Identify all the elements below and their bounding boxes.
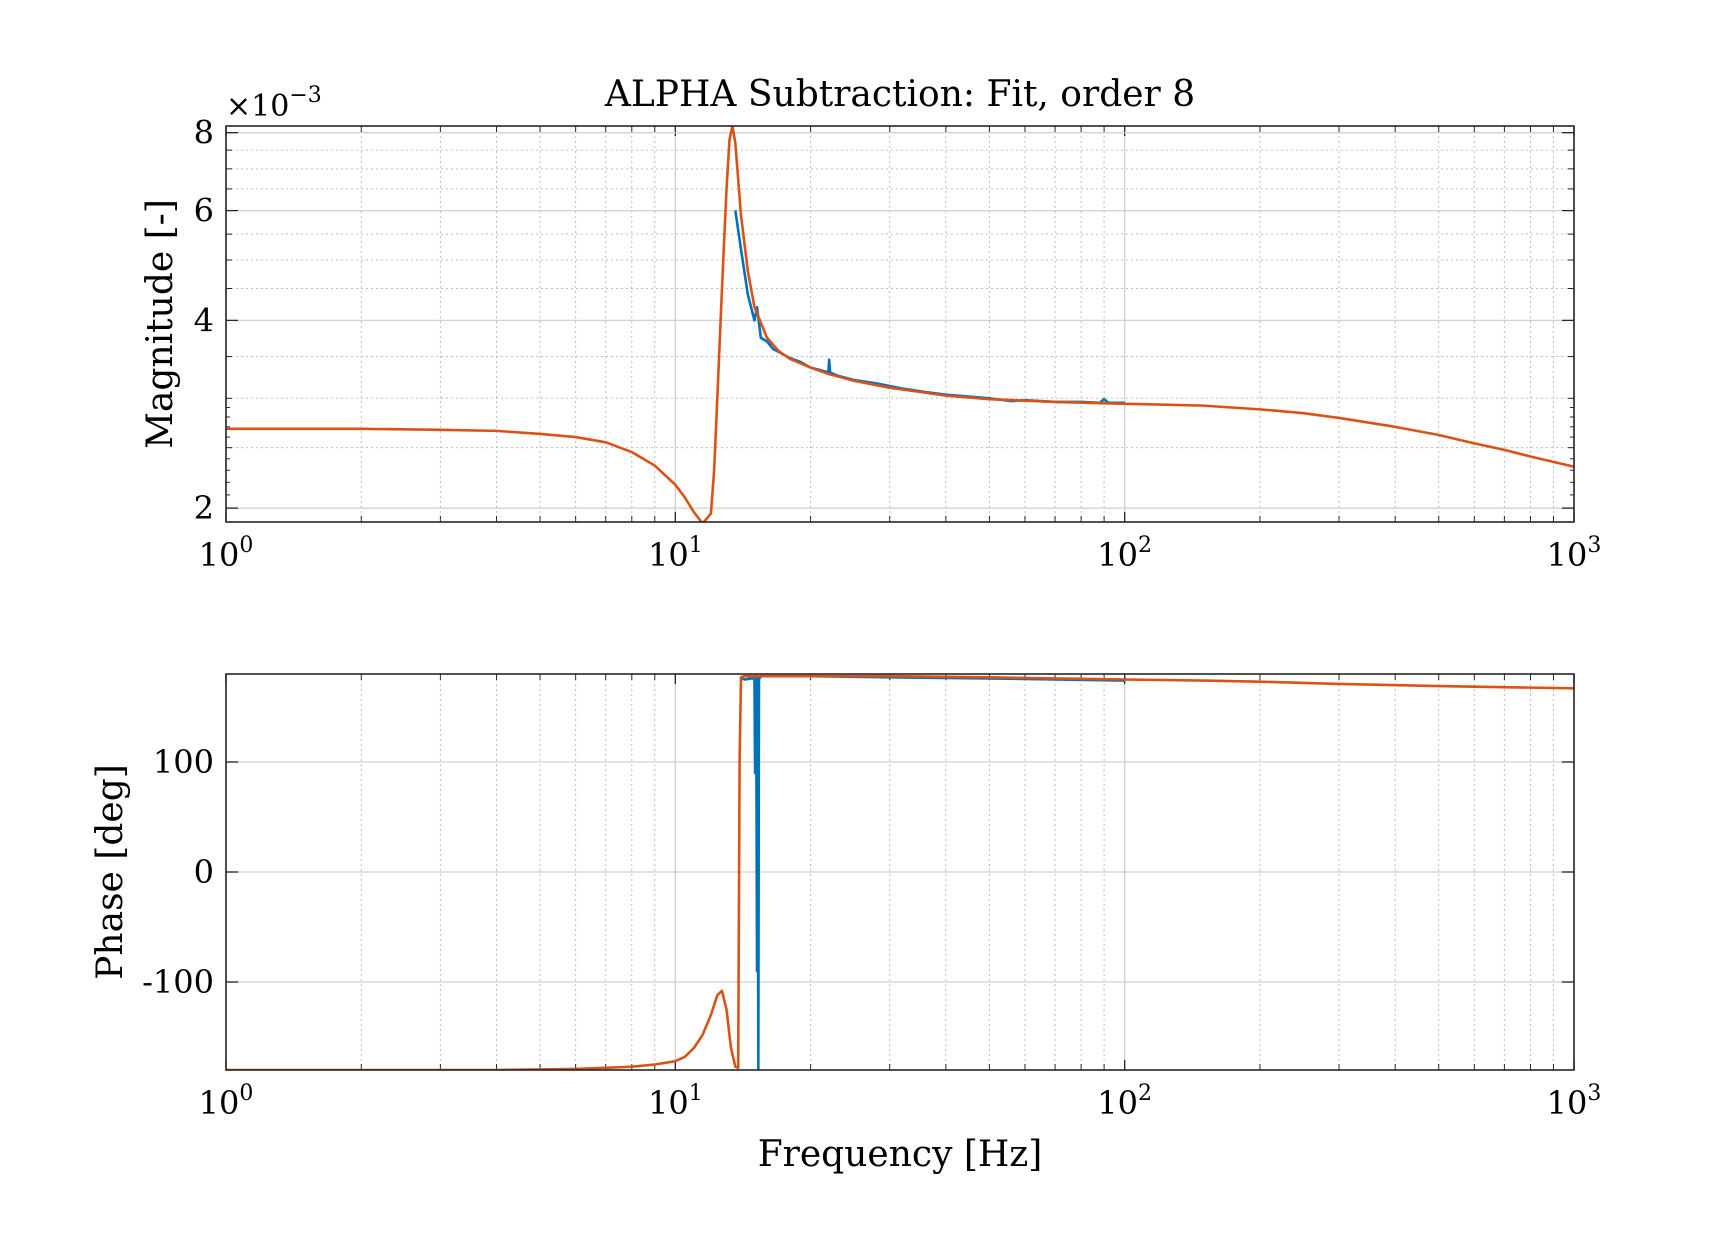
x-tick-label: 101 (648, 1081, 703, 1122)
x-tick-label-base: 10 (199, 536, 240, 574)
axes-frame (225, 125, 1575, 523)
x-tick-label-base: 10 (648, 1084, 689, 1122)
x-tick-label: 100 (199, 533, 254, 574)
x-tick-label-exponent: 1 (689, 533, 703, 558)
x-tick-label-base: 10 (1097, 1084, 1138, 1122)
x-tick-label-base: 10 (199, 1084, 240, 1122)
x-tick-label-exponent: 1 (689, 1081, 703, 1106)
x-tick-label: 102 (1097, 533, 1152, 574)
x-tick-label-exponent: 0 (239, 1081, 253, 1106)
x-tick-label-base: 10 (1547, 536, 1588, 574)
x-tick-label-base: 10 (1097, 536, 1138, 574)
plot-area (226, 126, 1574, 522)
y-tick-label: 100 (153, 743, 214, 781)
series-line-2 (226, 674, 1574, 1070)
x-tick-label: 102 (1097, 1081, 1152, 1122)
y-tick-label: 0 (194, 853, 214, 891)
x-tick-label: 100 (199, 1081, 254, 1122)
y-tick-label: 8 (194, 114, 214, 152)
y-tick-label: 4 (194, 301, 214, 339)
x-tick-label-exponent: 0 (239, 533, 253, 558)
x-tick-label: 101 (648, 533, 703, 574)
y-axis-label: Magnitude [-] (140, 199, 181, 449)
y-tick-label: 2 (194, 489, 214, 527)
y-exponent-power: −3 (289, 83, 321, 108)
axes-frame (225, 673, 1575, 1071)
y-tick-label: 6 (194, 192, 214, 230)
x-tick-label-exponent: 3 (1587, 1081, 1601, 1106)
x-axis-label: Frequency [Hz] (758, 1134, 1043, 1175)
x-tick-label-exponent: 2 (1138, 1081, 1152, 1106)
x-tick-label-base: 10 (648, 536, 689, 574)
x-tick-label-exponent: 3 (1587, 533, 1601, 558)
series-line-2 (226, 126, 1574, 522)
x-tick-label-base: 10 (1547, 1084, 1588, 1122)
y-axis-label: Phase [deg] (90, 764, 131, 980)
y-exponent-label: ×10−3 (226, 83, 322, 124)
chart-title: ALPHA Subtraction: Fit, order 8 (604, 74, 1195, 115)
y-exponent-base: ×10 (226, 89, 289, 124)
x-tick-label: 103 (1547, 533, 1602, 574)
x-tick-label-exponent: 2 (1138, 533, 1152, 558)
x-tick-label: 103 (1547, 1081, 1602, 1122)
y-tick-label: -100 (142, 963, 214, 1001)
